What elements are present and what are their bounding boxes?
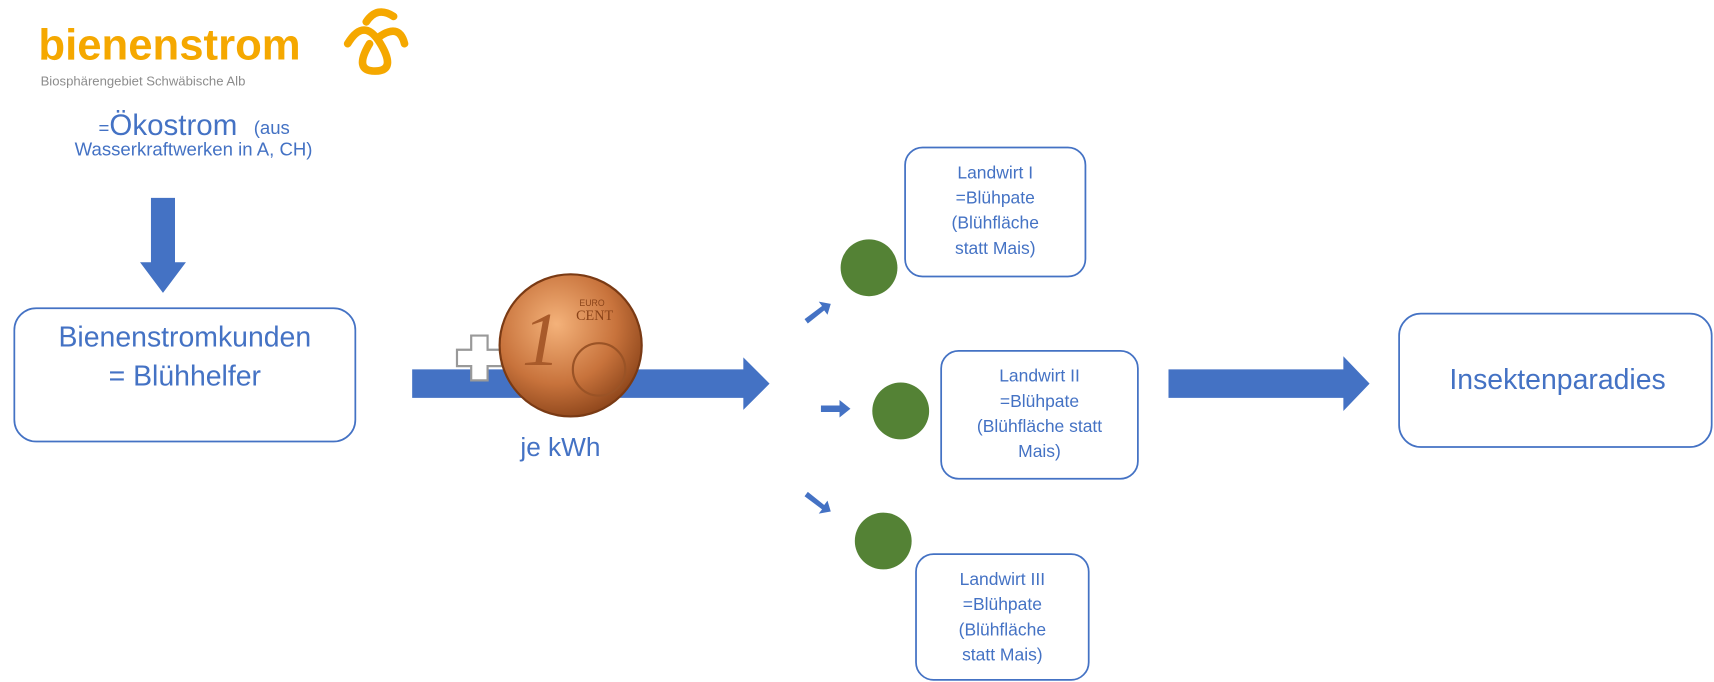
- arrow-small: [805, 302, 831, 324]
- per-unit: je kWh: [519, 432, 600, 462]
- arrow-right: [1168, 356, 1369, 411]
- farmer-dot: [872, 383, 929, 440]
- coin-value: 1: [522, 297, 560, 382]
- farmer-text: statt Mais): [962, 644, 1043, 664]
- coin-label: CENT: [576, 308, 613, 324]
- farmer-text: =Blühpate: [956, 188, 1035, 208]
- page: {"logo":{"name":"bienenstrom","subtitle"…: [0, 0, 1714, 682]
- coin: [500, 274, 642, 416]
- logo-subtitle: Biosphärengebiet Schwäbische Alb: [41, 73, 246, 88]
- arrow-small: [805, 492, 831, 514]
- source-note: (aus: [254, 117, 290, 138]
- farmer-dot: [841, 239, 898, 296]
- bee-icon: [348, 12, 405, 71]
- farmer-text: statt Mais): [955, 238, 1036, 258]
- source-eq: =: [98, 117, 109, 138]
- farmer-dot: [855, 513, 912, 570]
- result-text: Insektenparadies: [1449, 364, 1665, 396]
- farmer-text: Mais): [1018, 441, 1061, 461]
- farmer-text: (Blühfläche statt: [977, 416, 1102, 436]
- coin-top: EURO: [579, 298, 604, 308]
- source-line: = Ökostrom (aus: [98, 109, 289, 142]
- logo-name: bienenstrom: [38, 21, 300, 70]
- arrow-down: [140, 198, 186, 293]
- customer-text: Bienenstromkunden: [59, 321, 312, 353]
- farmer-text: Landwirt II: [999, 366, 1080, 386]
- arrow-small: [821, 400, 851, 417]
- farmer-text: (Blühfläche: [952, 213, 1039, 233]
- farmer-text: =Blühpate: [1000, 391, 1079, 411]
- customer-text: = Blühhelfer: [109, 361, 261, 393]
- farmer-text: Landwirt III: [960, 569, 1045, 589]
- source-note: Wasserkraftwerken in A, CH): [75, 139, 313, 160]
- farmer-text: =Blühpate: [963, 594, 1042, 614]
- farmers: Landwirt I =Blühpate (Blühfläche statt Mais…: [905, 148, 1138, 680]
- diagram: bienenstrom Biosphärengebiet Schwäbische…: [0, 0, 1714, 682]
- source-main: Ökostrom: [109, 109, 237, 142]
- farmer-text: (Blühfläche: [959, 619, 1046, 639]
- farmer-text: Landwirt I: [957, 162, 1033, 182]
